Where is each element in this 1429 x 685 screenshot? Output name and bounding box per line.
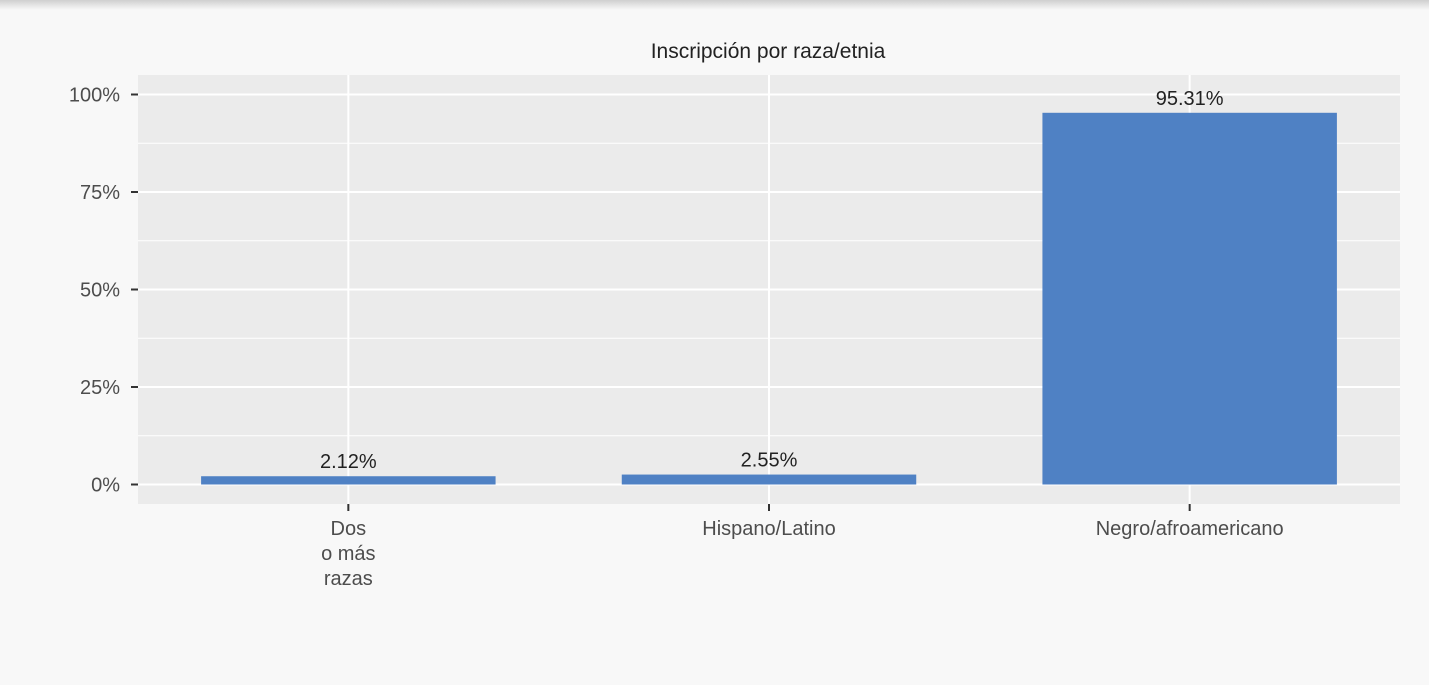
bar (621, 474, 917, 485)
bar-value-label: 2.12% (320, 451, 377, 473)
chart-title: Inscripción por raza/etnia (651, 40, 886, 63)
bar-value-labels: 2.12% 2.55% 95.31% (320, 88, 1224, 473)
y-tick-label: 0% (91, 475, 120, 497)
x-tick-label: Dos o más razas (321, 518, 375, 590)
y-tick-label: 100% (69, 85, 120, 107)
bar-value-label: 2.55% (741, 450, 798, 472)
y-tick-label: 50% (80, 280, 120, 302)
x-tick-label: Hispano/Latino (702, 518, 835, 540)
bar-value-label: 95.31% (1156, 88, 1224, 110)
x-tick-label: Negro/afroamericano (1096, 518, 1284, 540)
bar (1042, 112, 1337, 485)
bar (201, 476, 496, 485)
y-tick-label: 75% (80, 182, 120, 204)
page-top-shadow (0, 0, 1429, 10)
y-tick-label: 25% (80, 377, 120, 399)
x-axis: Dos o más razas Hispano/Latino Negro/afroame… (321, 504, 1284, 590)
y-axis: 0% 25% 50% 75% 100% (69, 85, 138, 497)
bars (201, 112, 1337, 485)
